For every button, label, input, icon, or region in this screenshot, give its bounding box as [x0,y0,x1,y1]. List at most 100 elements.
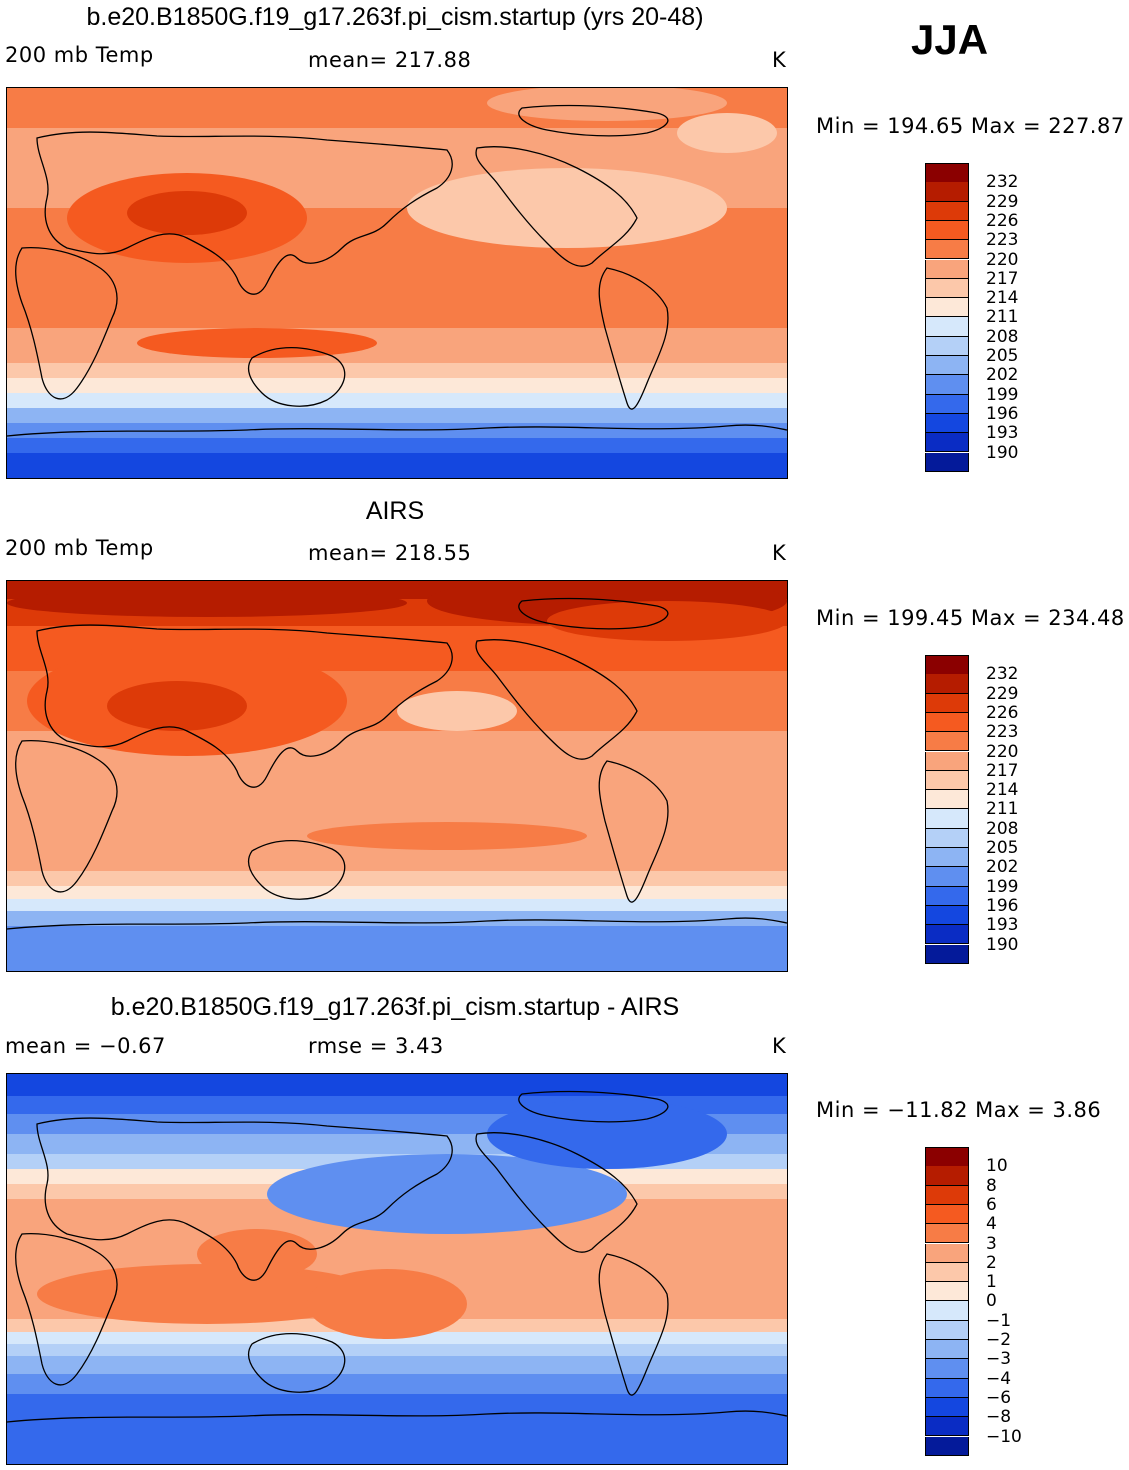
field-anomaly [407,168,727,248]
panel-3-title: b.e20.B1850G.f19_g17.263f.pi_cism.startu… [110,993,680,1021]
colorbar-swatch [925,1262,969,1283]
coastline [248,839,346,900]
coastline [36,1117,453,1281]
field-anomaly [487,1099,727,1169]
colorbar-label: 10 [986,1156,1008,1177]
colorbar-swatch [925,732,969,752]
field-anomaly [137,328,377,358]
field-anomaly [487,88,727,121]
colorbar-label: 217 [986,760,1019,781]
coastline [7,1410,787,1423]
colorbar-swatch [925,751,969,771]
field-anomaly [197,1229,317,1279]
colorbar-swatch [925,886,969,906]
field-band [7,899,787,912]
colorbar-swatch [925,375,969,395]
field-anomaly [397,691,517,731]
coastline [598,1253,669,1396]
colorbar-label: −4 [986,1368,1012,1389]
colorbar-swatch [925,674,969,694]
coastline [7,424,787,437]
field-band [7,886,787,900]
colorbar-swatch [925,1166,969,1186]
colorbar-swatch [925,1224,969,1244]
colorbar-label: 190 [986,934,1019,955]
colorbar-label: 214 [986,780,1019,801]
colorbar-label: 193 [986,915,1019,936]
colorbar-swatch [925,790,969,810]
colorbar-label: 220 [986,249,1019,270]
coastline [598,760,669,903]
colorbar-label: −8 [986,1407,1012,1428]
field-anomaly [37,1264,377,1324]
colorbar-label: 199 [986,876,1019,897]
colorbar-label: 2 [986,1252,997,1273]
colorbar-label: 3 [986,1233,997,1254]
colorbar-label: −3 [986,1349,1012,1370]
coastline [14,247,118,400]
panel-2-minmax: Min = 199.45 Max = 234.48 [816,606,1125,630]
field-band [7,363,787,379]
colorbar-label: 4 [986,1214,997,1235]
colorbar-swatch [925,1185,969,1205]
colorbar-label: −2 [986,1330,1012,1350]
field-band [7,731,787,872]
colorbar-swatch [925,828,969,848]
coastline [475,639,638,760]
field-anomaly [107,681,247,731]
colorbar-label: 208 [986,326,1019,347]
field-anomaly [7,589,407,617]
colorbar-swatch [925,452,969,472]
season-label: JJA [911,16,989,63]
field-band [7,871,787,887]
colorbar-label: 205 [986,838,1019,858]
colorbar-label: 202 [986,365,1019,386]
colorbar-label: 0 [986,1291,997,1312]
coastline [36,624,453,788]
colorbar-swatch [925,413,969,434]
coastline [14,740,118,893]
field-anomaly [267,1154,627,1234]
field-band [7,911,787,927]
field-band [7,438,787,454]
coastline [518,1090,669,1123]
colorbar-label: 217 [986,268,1019,289]
colorbar-swatch [925,1282,969,1302]
colorbar-swatch [925,1436,969,1456]
field-band [7,1374,787,1395]
colorbar-swatch [925,712,969,733]
colorbar-label: 223 [986,722,1019,743]
coastline [248,1332,346,1393]
colorbar-swatch [925,867,969,887]
colorbar-swatch [925,201,969,221]
field-band [7,328,787,364]
colorbar-label: 202 [986,857,1019,878]
panel-3-map [6,1073,788,1465]
colorbar-swatch [925,1417,969,1437]
panel-1-colorbar [925,163,969,472]
coastline [475,1132,638,1253]
colorbar-swatch [925,848,969,868]
field-band [7,1074,787,1097]
field-band [7,1394,787,1464]
colorbar-swatch [925,905,969,926]
field-band [7,408,787,424]
panel-3-colorbar [925,1147,969,1456]
colorbar-label: 214 [986,288,1019,309]
field-anomaly [307,1269,467,1339]
panel-1-mean: mean= 217.88 [308,48,472,72]
colorbar-label: −6 [986,1387,1012,1408]
colorbar-swatch [925,925,969,945]
colorbar-label: 232 [986,172,1019,193]
colorbar-swatch [925,1320,969,1340]
field-band [7,258,787,329]
colorbar-swatch [925,356,969,376]
colorbar-label: 196 [986,895,1019,916]
colorbar-swatch [925,944,969,964]
panel-2-mean: mean= 218.55 [308,541,472,565]
coastline [518,597,669,630]
colorbar-label: −10 [986,1426,1022,1447]
colorbar-label: 229 [986,683,1019,704]
panel-2-map [6,580,788,972]
panel-1-minmax: Min = 194.65 Max = 227.87 [816,114,1125,138]
